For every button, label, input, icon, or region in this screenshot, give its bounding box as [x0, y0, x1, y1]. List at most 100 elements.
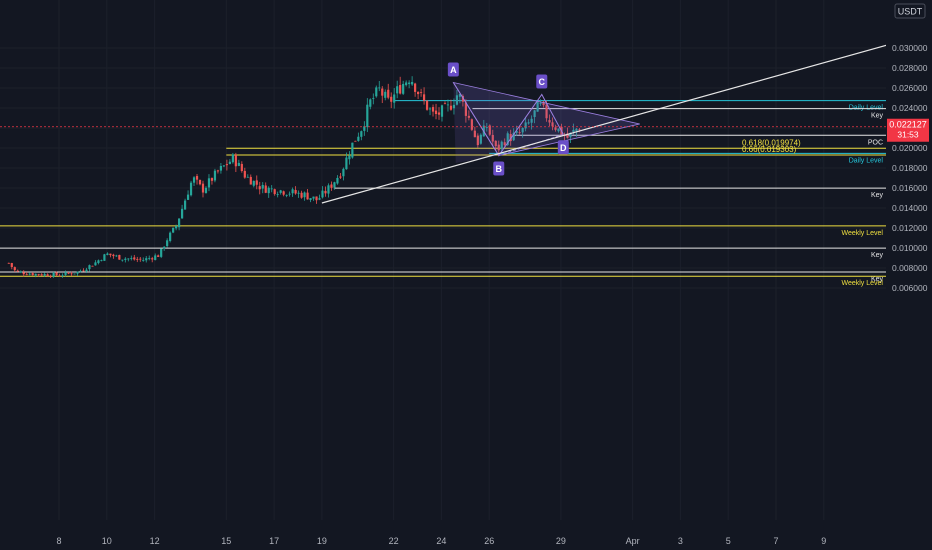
candle-body — [455, 95, 459, 105]
pattern-point-label: C — [539, 77, 546, 87]
level-name: Daily Level — [849, 157, 884, 164]
time-tick-label: 26 — [484, 536, 494, 546]
candle-body — [154, 255, 157, 260]
candle-body — [172, 227, 175, 233]
candle-body — [384, 91, 387, 98]
candle-body — [112, 254, 115, 257]
current-price-label: 0.022127 — [889, 120, 927, 130]
candle-body — [213, 170, 217, 181]
candle-body — [437, 112, 441, 115]
candle-body — [411, 82, 414, 85]
candle-body — [339, 176, 342, 178]
candle-body — [136, 259, 139, 260]
candle-body — [25, 274, 28, 276]
candle-body — [67, 272, 70, 274]
candle-body — [100, 260, 103, 262]
candle-body — [488, 125, 491, 135]
pattern-point-label: A — [450, 65, 457, 75]
candle-body — [422, 94, 426, 101]
candle-body — [49, 276, 52, 277]
candle-body — [333, 182, 336, 188]
time-axis-bg — [0, 530, 932, 550]
candle-body — [473, 130, 476, 138]
candle-body — [52, 272, 55, 277]
candle-body — [222, 165, 226, 167]
time-tick-label: 17 — [269, 536, 279, 546]
candle-body — [506, 133, 509, 145]
candle-body — [408, 82, 411, 85]
candle-body — [303, 192, 306, 198]
level-name: Key — [871, 252, 884, 259]
candle-body — [434, 110, 438, 115]
candle-body — [425, 100, 429, 110]
candle-body — [163, 246, 166, 249]
candle-body — [31, 273, 34, 276]
triangle-lower — [453, 82, 499, 163]
price-axis-bg — [886, 0, 932, 550]
candle-body — [542, 101, 545, 106]
candle-body — [145, 258, 148, 261]
price-axis[interactable]: 0.0300000.0280000.0260000.0240000.022000… — [886, 0, 932, 550]
candle-body — [431, 107, 435, 112]
price-tick-label: 0.020000 — [892, 143, 928, 153]
candle-body — [458, 93, 462, 97]
candle-body — [195, 176, 199, 180]
candle-body — [234, 154, 237, 167]
candle-body — [228, 161, 231, 164]
candle-body — [133, 257, 136, 260]
price-tick-label: 0.006000 — [892, 283, 928, 293]
time-tick-label: 5 — [726, 536, 731, 546]
candle-body — [231, 154, 234, 163]
candle-body — [405, 82, 408, 86]
pattern-point-badge — [493, 161, 505, 176]
candle-body — [476, 135, 479, 146]
time-tick-label: 15 — [221, 536, 231, 546]
candle-body — [381, 88, 384, 96]
candle-body — [366, 104, 369, 128]
candle-body — [297, 192, 300, 194]
candle-body — [237, 162, 240, 166]
pattern-point-label: B — [496, 164, 503, 174]
candle-body — [354, 140, 357, 142]
candle-body — [270, 188, 273, 190]
candle-body — [378, 87, 381, 89]
candle-body — [312, 196, 315, 199]
candle-body — [336, 177, 339, 184]
candle-body — [261, 184, 264, 189]
candle-body — [106, 253, 109, 255]
candle-body — [207, 178, 211, 188]
fib-label: 0.618(0.019974) — [742, 138, 801, 147]
currency-badge[interactable]: USDT — [894, 3, 926, 19]
candle-body — [446, 104, 450, 106]
candle-body — [500, 141, 503, 149]
candle-body — [43, 273, 46, 276]
price-tick-label: 0.008000 — [892, 263, 928, 273]
countdown-label: 31:53 — [897, 130, 919, 140]
candle-body — [440, 105, 444, 117]
level-name: Weekly Level — [841, 280, 883, 287]
candle-body — [7, 262, 10, 264]
candle-body — [210, 178, 214, 181]
trendline[interactable] — [321, 43, 891, 204]
pattern-path — [452, 82, 564, 157]
candle-body — [509, 134, 512, 142]
level-name: Weekly Level — [841, 230, 883, 237]
candle-body — [342, 168, 345, 177]
candle-body — [390, 96, 393, 102]
candle-body — [124, 258, 127, 260]
candle-body — [399, 84, 402, 94]
candle-body — [118, 254, 121, 260]
currency-label: USDT — [898, 7, 923, 17]
candle-body — [536, 101, 539, 112]
candle-body — [396, 86, 399, 94]
candle-body — [94, 262, 97, 266]
candle-body — [151, 258, 154, 260]
candle-body — [246, 176, 249, 178]
time-axis[interactable]: 8 10 12 15 17 19 22 24 26 29 Apr 3 5 7 9 — [0, 530, 932, 550]
candle-body — [452, 104, 456, 109]
candle-body — [76, 271, 79, 274]
candle-body — [372, 98, 375, 99]
candle-body — [97, 260, 100, 264]
candle-body — [142, 260, 145, 261]
